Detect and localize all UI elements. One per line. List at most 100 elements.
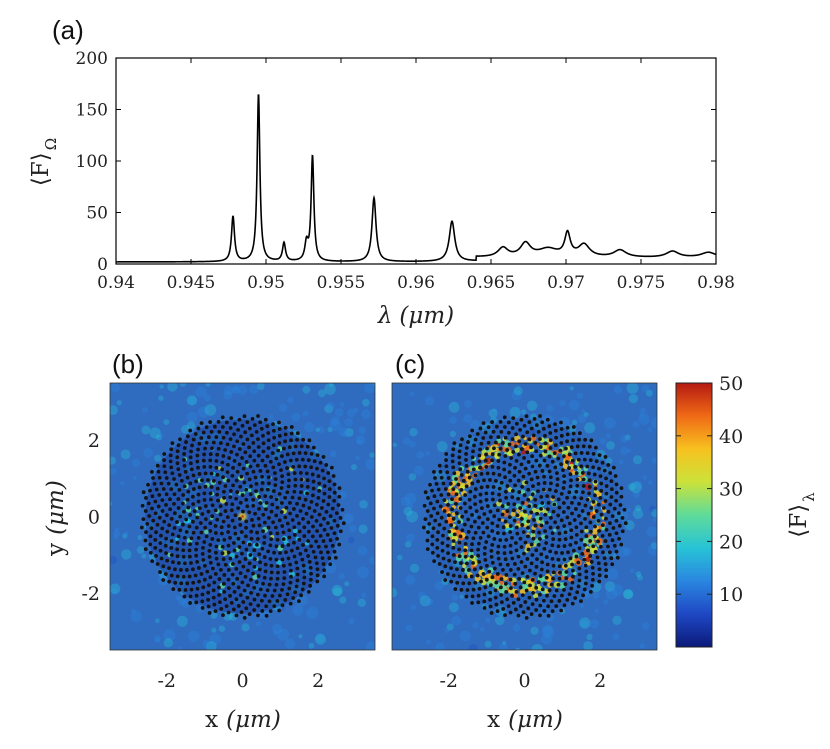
panel-b-lattice-dot <box>327 556 332 561</box>
panel-b-lattice-dot <box>305 485 310 489</box>
panel-c-lattice-dot <box>527 420 532 425</box>
panel-b-speckle <box>364 383 375 394</box>
panel-b-lattice-dot <box>220 544 225 549</box>
panel-b-lattice-dot <box>252 585 257 590</box>
panel-b-lattice-dot <box>328 514 333 518</box>
panel-b-lattice-dot <box>249 529 254 534</box>
panel-c-speckle <box>581 409 586 414</box>
panel-b-speckle <box>149 427 161 439</box>
panel-b-lattice-dot <box>249 536 254 541</box>
panel-b-lattice-dot <box>148 542 153 547</box>
panel-c-lattice-dot <box>554 588 559 593</box>
panel-c-lattice-dot <box>587 478 592 483</box>
panel-c-lattice-dot <box>606 544 610 549</box>
panel-b-speckle <box>195 386 207 398</box>
panel-c-lattice-dot <box>547 424 552 429</box>
panel-c-lattice-dot <box>589 559 594 564</box>
panel-c-lattice-dot <box>608 521 612 526</box>
panel-c-lattice-dot <box>590 565 595 570</box>
panel-b-lattice-dot <box>257 506 261 511</box>
panel-c-lattice-dot <box>561 468 565 473</box>
panel-b-lattice-dot <box>332 482 337 487</box>
panel-c-lattice-dot <box>526 497 531 502</box>
panel-b-lattice-dot <box>169 447 174 452</box>
panel-c-lattice-dot <box>608 502 613 507</box>
panel-c-lattice-dot <box>568 472 573 477</box>
panel-b-lattice-dot <box>309 571 313 576</box>
panel-b-lattice-dot <box>303 497 308 502</box>
panel-b-lattice-dot <box>319 550 323 555</box>
panel-c-lattice-dot <box>538 613 542 618</box>
panel-c-lattice-dot <box>555 477 560 481</box>
panel-b-speckle <box>132 475 137 480</box>
panel-b-lattice-dot <box>164 476 169 480</box>
panel-c-lattice-dot <box>476 479 480 484</box>
panel-c-lattice-dot <box>473 502 478 507</box>
panel-b-lattice-dot <box>141 517 146 522</box>
panel-c-lattice-dot <box>598 544 603 549</box>
panel-b-lattice-dot <box>332 549 337 554</box>
panel-b-speckle <box>188 630 200 642</box>
panel-b-lattice-dot <box>322 516 326 521</box>
panel-c-lattice-dot <box>585 497 590 502</box>
panel-b-lattice-dot <box>260 609 265 613</box>
panel-c-speckle <box>426 523 434 532</box>
panel-b-lattice-dot <box>259 598 264 603</box>
panel-c-lattice-dot <box>542 546 547 551</box>
panel-b-lattice-dot <box>330 506 335 511</box>
panel-c-lattice-dot <box>570 601 575 606</box>
panel-b-speckle <box>348 536 355 544</box>
panel-b-lattice-dot <box>233 531 238 536</box>
panel-c-lattice-dot <box>521 610 526 615</box>
panel-c-lattice-dot <box>617 536 621 541</box>
panel-b-lattice-dot <box>209 429 214 434</box>
panel-c-lattice-dot <box>457 574 462 579</box>
panel-c-lattice-dot <box>442 526 447 531</box>
panel-b-lattice-dot <box>265 424 270 429</box>
panel-c-lattice-dot <box>538 414 542 418</box>
panel-b-speckle <box>347 408 356 418</box>
panel-b-lattice-dot <box>182 463 187 468</box>
panel-b-lattice-dot <box>197 566 201 570</box>
panel-b-lattice-dot <box>237 545 242 549</box>
panel-b-lattice-dot <box>185 497 190 502</box>
panel-b-lattice-dot <box>325 532 330 537</box>
panel-c-lattice-dot <box>538 516 543 521</box>
panel-c-lattice-dot <box>566 505 571 510</box>
panel-c-lattice-dot <box>508 530 513 534</box>
panel-c-lattice-dot <box>492 566 497 571</box>
panel-c-lattice-dot <box>586 511 591 516</box>
panel-c-lattice-dot <box>602 468 607 473</box>
panel-b-lattice-dot <box>272 435 277 440</box>
panel-c-lattice-dot <box>484 563 489 568</box>
panel-c-lattice-dot <box>515 531 520 536</box>
panel-c-lattice-dot <box>432 470 436 474</box>
panel-b-speckle <box>372 383 375 387</box>
panel-c-lattice-dot <box>475 573 480 578</box>
panel-b-lattice-dot <box>242 414 247 419</box>
panel-b-speckle <box>141 425 151 435</box>
panel-c-lattice-dot <box>560 593 564 598</box>
panel-c-lattice-dot <box>444 464 449 469</box>
panel-b-lattice-dot <box>156 469 161 474</box>
panel-b-lattice-dot <box>252 608 257 612</box>
panel-c-lattice-dot <box>471 449 475 454</box>
panel-b-lattice-dot <box>267 481 271 486</box>
panel-c-speckle <box>435 470 447 482</box>
panel-b-lattice-dot <box>302 575 307 580</box>
panel-b-lattice-dot <box>203 525 208 530</box>
panel-b-lattice-dot <box>155 562 160 566</box>
panel-c-speckle <box>630 481 642 494</box>
panel-c-lattice-dot <box>584 534 589 538</box>
panel-c-lattice-dot <box>609 479 614 484</box>
panel-c-lattice-dot <box>518 536 523 541</box>
panel-c-lattice-dot <box>591 499 596 504</box>
panel-b-lattice-dot <box>215 486 220 491</box>
panel-c-speckle <box>397 554 403 561</box>
panel-c-lattice-dot <box>466 530 471 534</box>
panel-c-lattice-dot <box>506 604 511 609</box>
y-axis-subscript: Ω <box>42 138 60 150</box>
panel-b-lattice-dot <box>270 451 275 456</box>
panel-c-lattice-dot <box>459 473 464 477</box>
panel-b-lattice-dot <box>238 523 243 527</box>
